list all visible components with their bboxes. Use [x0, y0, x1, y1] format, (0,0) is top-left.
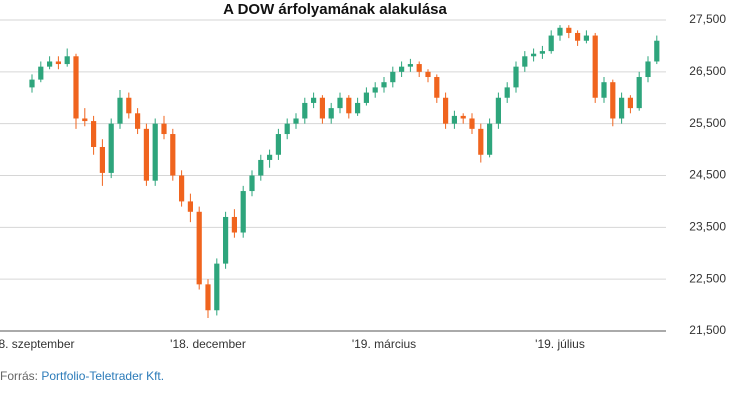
candle-body: [302, 102, 308, 119]
candle-body: [601, 82, 607, 98]
candle-body: [258, 159, 264, 176]
candle-body: [293, 118, 299, 124]
candle-body: [267, 154, 273, 160]
y-tick-label: 21,500: [689, 323, 726, 337]
y-tick-label: 26,500: [689, 64, 726, 78]
candle-body: [557, 27, 563, 36]
candle-body: [161, 123, 167, 135]
candle-body: [451, 115, 457, 124]
x-tick-label: '19. március: [352, 337, 416, 351]
candle-body: [73, 56, 79, 119]
candle-body: [381, 82, 387, 88]
candle-body: [82, 118, 88, 122]
chart-title: A DOW árfolyamának alakulása: [223, 1, 447, 18]
candle-body: [126, 97, 132, 114]
candle-body: [592, 35, 598, 98]
y-tick-label: 24,500: [689, 168, 726, 182]
candle-body: [548, 35, 554, 52]
candle-body: [487, 123, 493, 155]
candle-body: [91, 121, 97, 147]
candle-body: [460, 115, 466, 119]
candle-body: [64, 56, 70, 65]
candle-body: [654, 40, 660, 62]
candle-body: [495, 97, 501, 124]
candle-body: [372, 87, 378, 93]
candle-body: [513, 66, 519, 88]
candle-body: [539, 51, 545, 54]
x-tick-label: '18. december: [170, 337, 246, 351]
candle-body: [390, 71, 396, 83]
candle-body: [205, 284, 211, 311]
candle-body: [478, 128, 484, 155]
candle-body: [407, 64, 413, 67]
y-tick-label: 22,500: [689, 271, 726, 285]
candle-body: [143, 128, 149, 181]
candle-body: [399, 66, 405, 72]
candle-body: [99, 146, 105, 173]
candle-body: [355, 102, 361, 114]
candle-body: [240, 191, 246, 233]
candle-body: [231, 216, 237, 233]
candle-body: [645, 61, 651, 78]
candle-body: [566, 27, 572, 33]
candle-body: [179, 175, 185, 202]
candle-body: [223, 216, 229, 264]
candle-body: [55, 61, 61, 65]
candle-body: [38, 66, 44, 80]
candle-body: [117, 97, 123, 124]
candle-body: [170, 134, 176, 176]
candle-body: [249, 175, 255, 192]
y-tick-label: 27,500: [689, 12, 726, 26]
candle-body: [328, 108, 334, 119]
candle-body: [337, 97, 343, 109]
candle-body: [434, 77, 440, 98]
candle-body: [311, 97, 317, 103]
candle-body: [108, 123, 114, 173]
candle-body: [214, 263, 220, 311]
candle-body: [610, 82, 616, 119]
candle-body: [636, 77, 642, 109]
candle-body: [575, 32, 581, 41]
candle-body: [319, 97, 325, 119]
source-label: Forrás:: [0, 369, 38, 383]
candle-body: [504, 87, 510, 98]
candle-body: [29, 79, 35, 88]
candle-body: [522, 56, 528, 67]
x-tick-label: '18. szeptember: [0, 337, 75, 351]
source-link[interactable]: Portfolio-Teletrader Kft.: [41, 369, 164, 383]
candle-body: [135, 113, 141, 129]
candle-body: [583, 35, 589, 41]
y-tick-label: 23,500: [689, 220, 726, 234]
candle-body: [284, 123, 290, 135]
candle-body: [47, 61, 53, 67]
candle-body: [627, 97, 633, 109]
candle-body: [187, 201, 193, 212]
candle-body: [416, 64, 422, 72]
x-tick-label: '19. július: [535, 337, 585, 351]
candle-body: [346, 97, 352, 114]
candle-body: [531, 53, 537, 57]
candle-body: [619, 97, 625, 119]
y-tick-label: 25,500: [689, 116, 726, 130]
candle-body: [196, 211, 202, 285]
source: Forrás: Portfolio-Teletrader Kft.: [0, 369, 164, 383]
candle-body: [275, 134, 281, 155]
candle-body: [363, 92, 369, 103]
candle-body: [469, 118, 475, 129]
candle-body: [152, 123, 158, 181]
candle-body: [425, 71, 431, 78]
candle-body: [443, 97, 449, 124]
